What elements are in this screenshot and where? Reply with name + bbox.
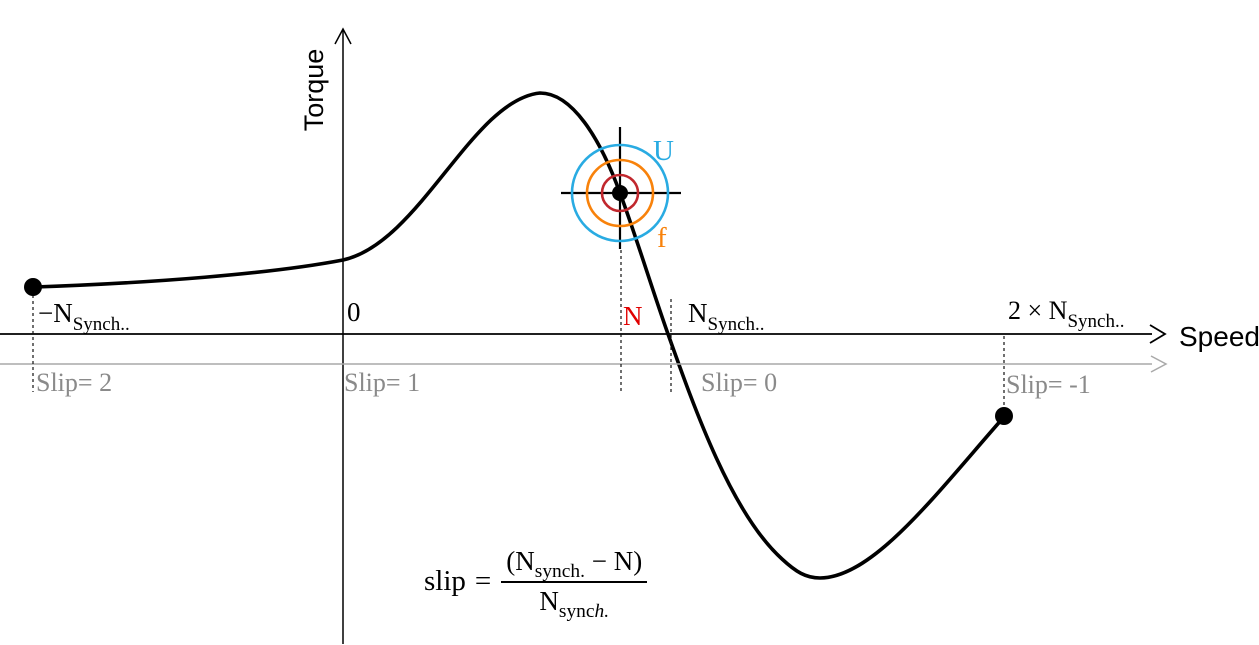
- origin-label: 0: [347, 297, 361, 327]
- formula-num-sub: synch.: [534, 560, 585, 582]
- formula-den-sub-italic: h.: [594, 600, 610, 622]
- neg-n-synch-base: −N: [38, 298, 73, 328]
- formula-denominator: Nsynch.: [539, 583, 609, 621]
- formula-num-base: (N: [506, 546, 535, 576]
- slip-0-label: Slip= 0: [701, 368, 777, 397]
- n-synch-sub: Synch..: [708, 314, 765, 335]
- two-n-synch-sub: Synch..: [1067, 311, 1124, 332]
- formula-den-sub-roman: sync: [558, 600, 595, 622]
- formula-num-tail: − N): [584, 546, 643, 576]
- torque-axis-arrow-icon: [334, 27, 352, 45]
- torque-axis-label: Torque: [299, 49, 329, 132]
- n-synch-base: N: [688, 298, 708, 328]
- formula-lhs: slip: [424, 565, 466, 597]
- curve-start-point: [24, 278, 42, 296]
- two-n-synch-label: 2 × NSynch..: [1008, 296, 1124, 332]
- inner-red-circle: [600, 173, 640, 213]
- speed-axis-label: Speed: [1179, 321, 1259, 352]
- slip-formula: slip = (Nsynch. − N) Nsynch.: [424, 546, 648, 621]
- n-label: N: [623, 301, 643, 331]
- slip-neg1-label: Slip= -1: [1006, 370, 1091, 399]
- neg-n-synch-label: −NSynch..: [38, 298, 130, 335]
- slip-1-label: Slip= 1: [344, 368, 420, 397]
- operating-point: [612, 185, 628, 201]
- voltage-circle: [570, 143, 670, 243]
- slip-2-label: Slip= 2: [36, 368, 112, 397]
- neg-n-synch-sub: Synch..: [73, 314, 130, 335]
- formula-numerator: (Nsynch. − N): [501, 546, 648, 583]
- formula-fraction: (Nsynch. − N) Nsynch.: [501, 546, 648, 621]
- frequency-label: f: [657, 222, 667, 254]
- two-n-synch-base: 2 × N: [1008, 296, 1068, 325]
- formula-equals: =: [474, 565, 492, 597]
- frequency-circle: [585, 158, 655, 228]
- speed-axis-arrow-icon: [1149, 324, 1167, 344]
- formula-den-base: N: [539, 586, 559, 616]
- formula-den-sub: synch.: [559, 601, 609, 622]
- curve-end-point: [995, 407, 1013, 425]
- voltage-label: U: [653, 135, 674, 167]
- n-synch-label: NSynch..: [688, 298, 765, 335]
- torque-speed-curve: [33, 91, 1005, 580]
- slip-axis-arrow-icon: [1150, 355, 1168, 373]
